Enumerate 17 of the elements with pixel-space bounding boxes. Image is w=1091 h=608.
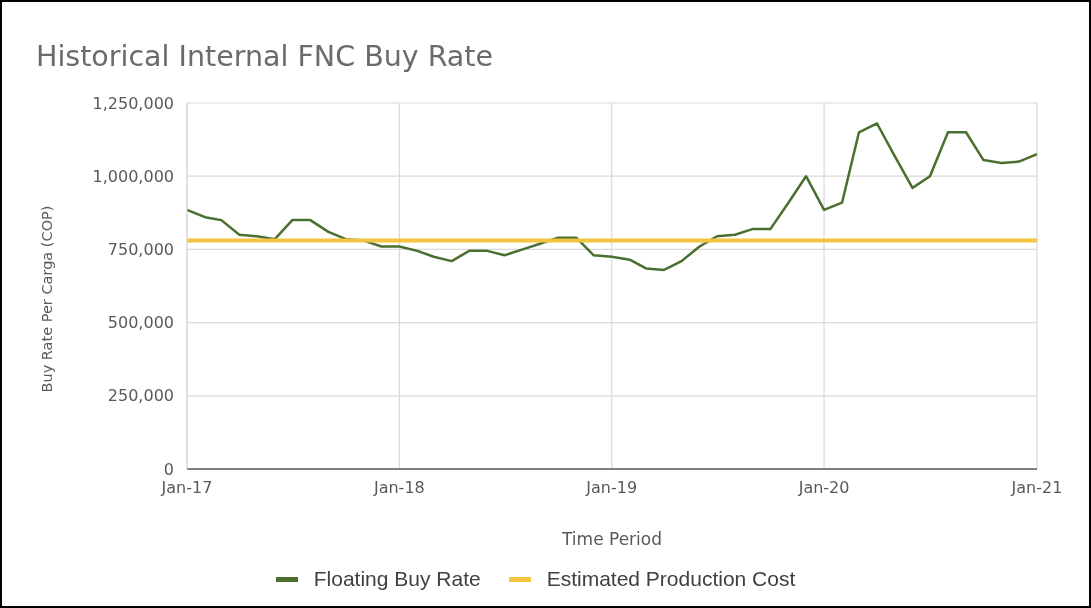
chart-title: Historical Internal FNC Buy Rate — [36, 40, 494, 73]
y-tick-label: 250,000 — [107, 386, 174, 406]
y-tick-label: 0 — [163, 459, 174, 479]
x-tick-label: Jan-17 — [160, 478, 213, 498]
x-axis-title: Time Period — [561, 529, 663, 549]
x-tick-label: Jan-20 — [797, 478, 850, 498]
legend-label: Floating Buy Rate — [313, 567, 481, 591]
y-tick-label: 1,000,000 — [92, 166, 174, 186]
y-tick-label: 500,000 — [107, 313, 174, 333]
x-tick-label: Jan-21 — [1010, 478, 1063, 498]
y-tick-label: 1,250,000 — [92, 93, 174, 113]
x-tick-label: Jan-19 — [585, 478, 638, 498]
y-axis-title: Buy Rate Per Carga (COP) — [39, 205, 55, 393]
line-series — [187, 122, 1037, 272]
x-tick-label: Jan-18 — [372, 478, 425, 498]
y-tick-label: 750,000 — [107, 240, 174, 260]
legend-label: Estimated Production Cost — [546, 567, 796, 591]
